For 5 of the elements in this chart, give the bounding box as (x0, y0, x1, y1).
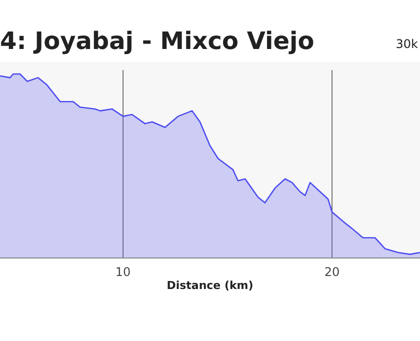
x-axis-title: Distance (km) (166, 279, 254, 292)
chart-subtitle: 30k (396, 37, 418, 51)
chart-title: 4: Joyabaj - Mixco Viejo (0, 27, 314, 55)
x-tick-label: 10 (115, 265, 131, 279)
x-tick-label: 20 (324, 265, 340, 279)
